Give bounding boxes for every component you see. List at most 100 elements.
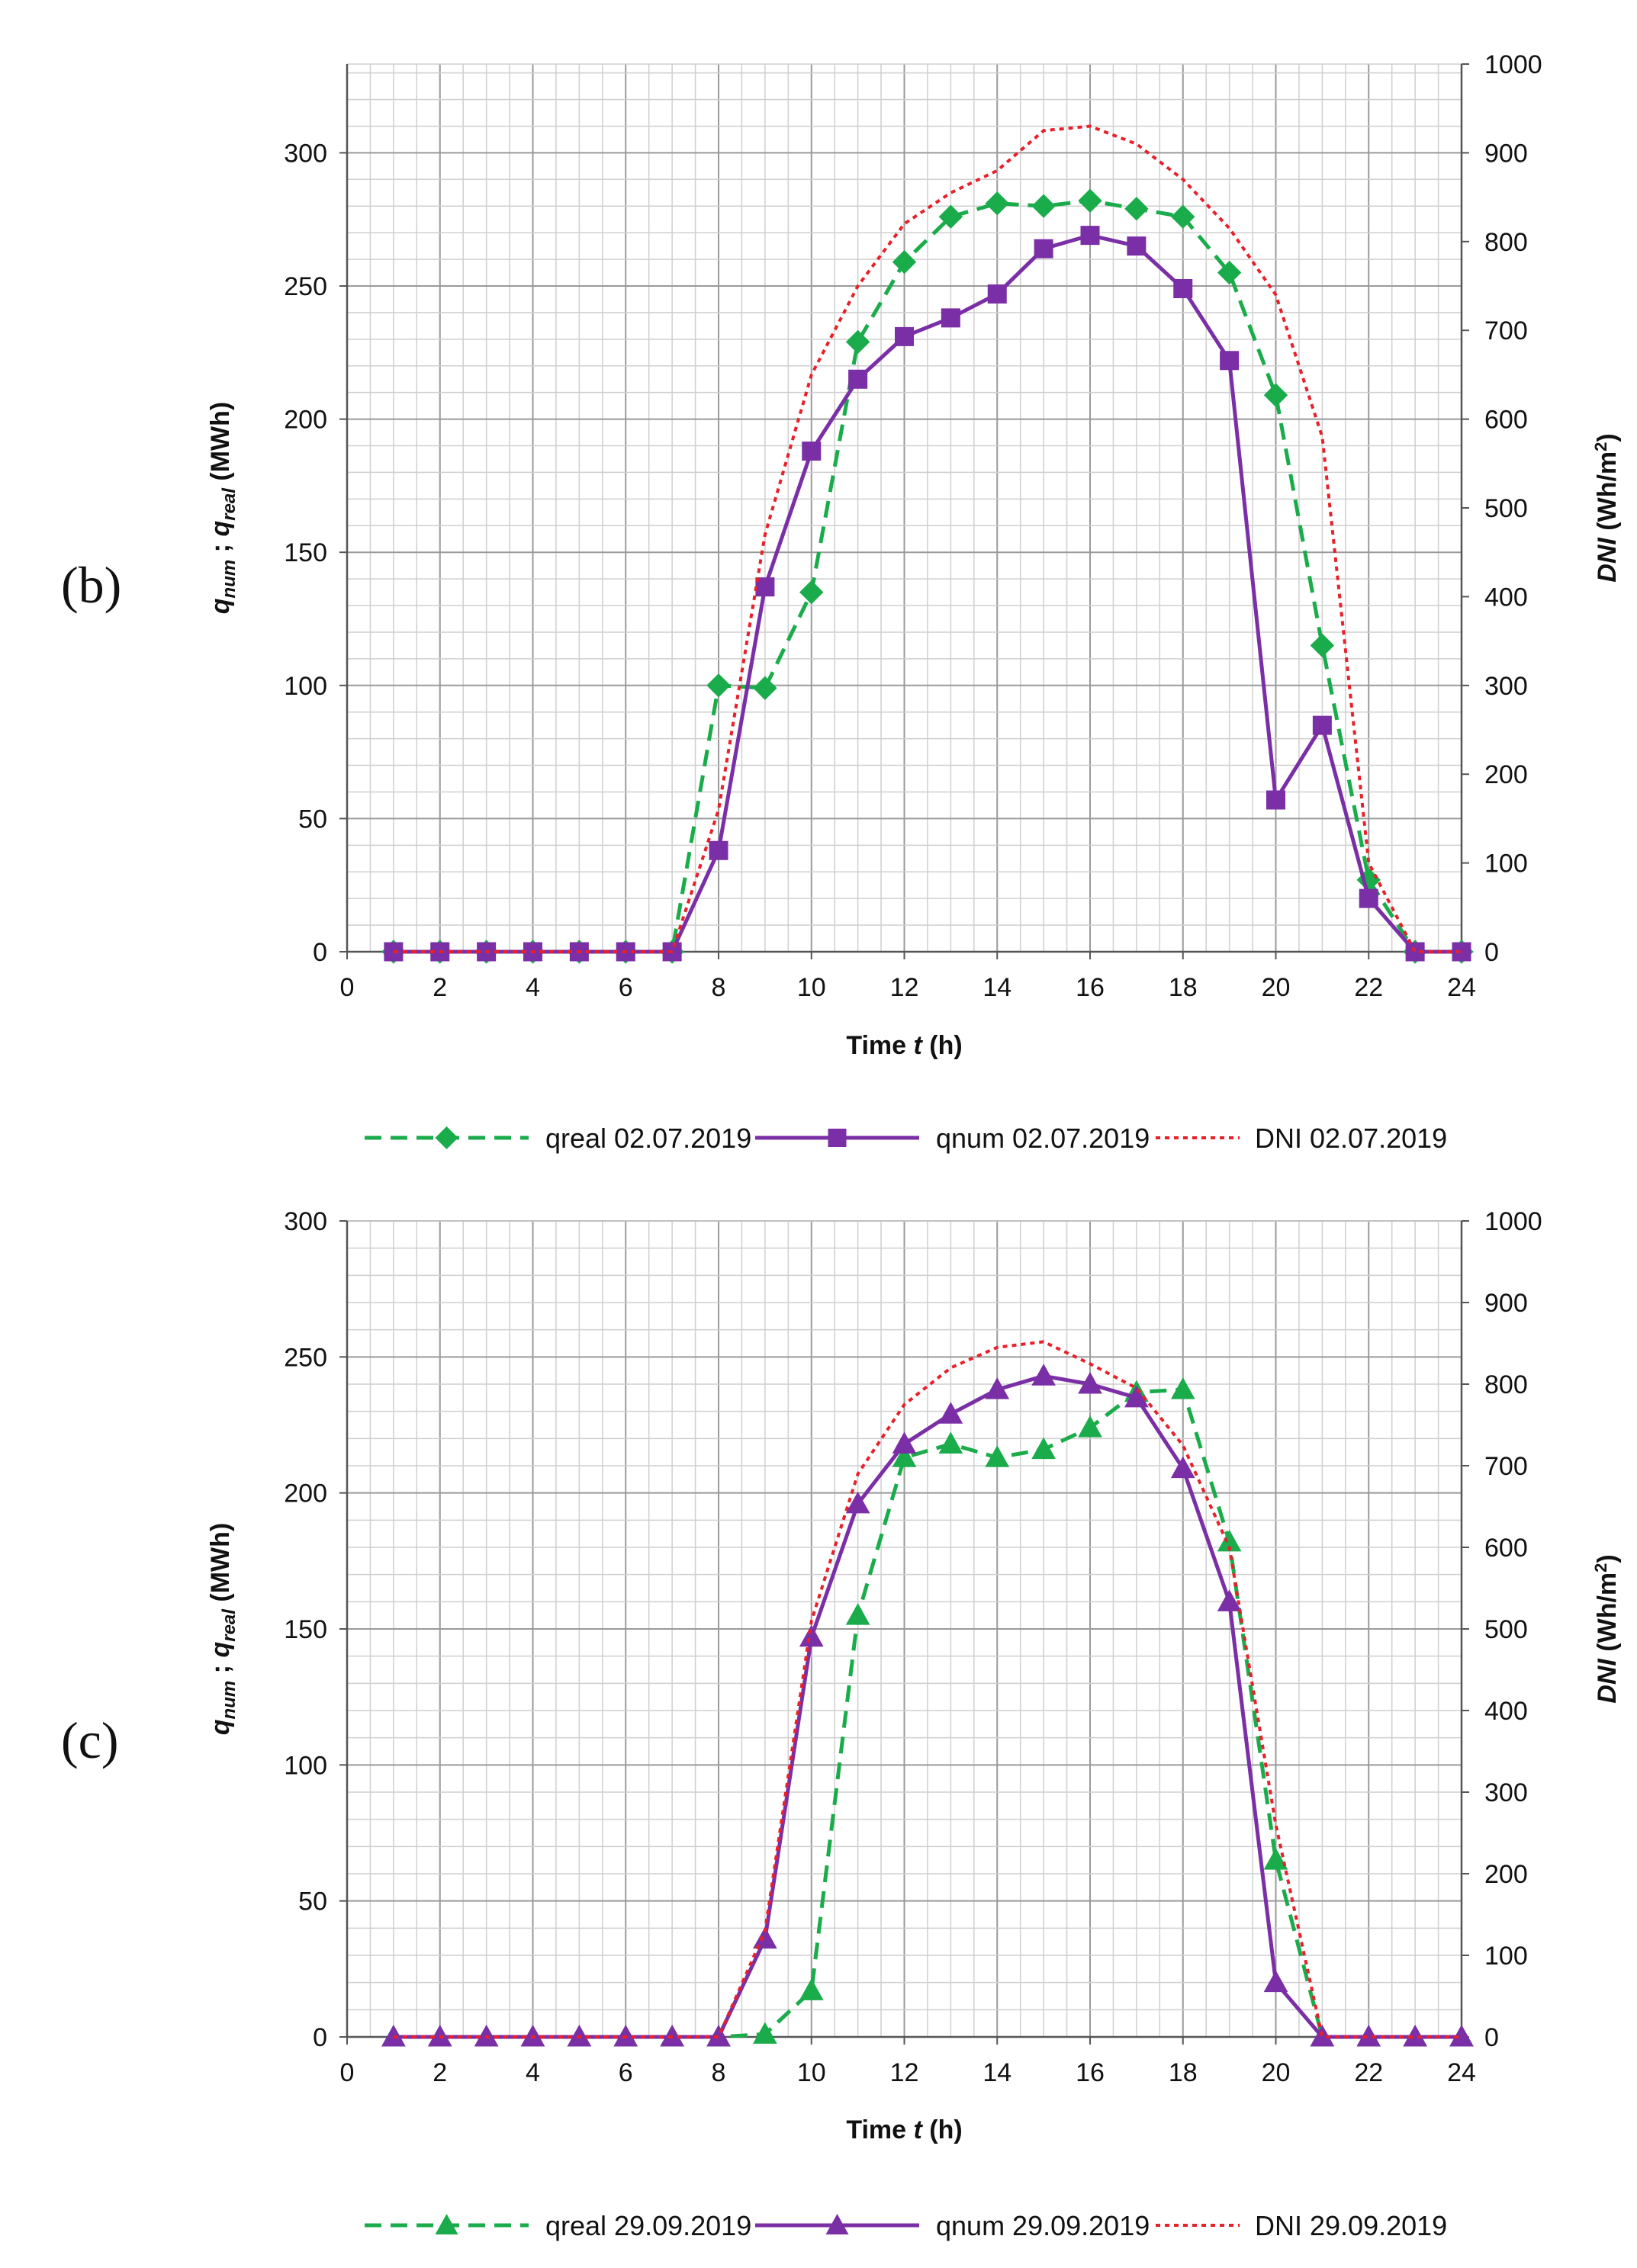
y-axis-left-label-part: q bbox=[206, 598, 235, 614]
x-tick-label: 0 bbox=[340, 973, 355, 1002]
x-tick-label: 10 bbox=[797, 2058, 826, 2087]
series-line bbox=[393, 1387, 1462, 2039]
y-axis-left-label-part: q bbox=[206, 1719, 235, 1735]
x-tick-label: 10 bbox=[797, 973, 826, 1002]
x-tick-label: 4 bbox=[526, 973, 540, 1002]
y-left-tick-label: 200 bbox=[284, 1479, 327, 1508]
y-right-tick-label: 600 bbox=[1484, 1534, 1528, 1563]
legend-label: DNI 29.09.2019 bbox=[1255, 2210, 1447, 2241]
y-left-tick-label: 0 bbox=[313, 938, 327, 967]
legend-label: qnum 02.07.2019 bbox=[936, 1123, 1150, 1154]
y-left-tick-label: 150 bbox=[284, 538, 327, 567]
data-point bbox=[381, 2024, 406, 2047]
data-point bbox=[1220, 351, 1240, 371]
y-right-tick-label: 400 bbox=[1484, 583, 1528, 612]
x-axis-label-part: (h) bbox=[922, 2115, 963, 2144]
data-point bbox=[845, 1491, 870, 1514]
y-axis-right-label: DNI (Wh/m2) bbox=[1591, 1554, 1622, 1703]
y-right-tick-label: 500 bbox=[1484, 1615, 1528, 1644]
series-DNI bbox=[393, 124, 1462, 953]
y-right-tick-label: 800 bbox=[1484, 1370, 1528, 1399]
legend-marker bbox=[828, 1129, 847, 1147]
x-tick-label: 12 bbox=[890, 973, 919, 1002]
data-point bbox=[1124, 197, 1149, 221]
x-axis-label-part: Time bbox=[846, 2115, 913, 2144]
data-point bbox=[848, 369, 868, 389]
y-right-tick-label: 1000 bbox=[1484, 50, 1542, 79]
y-right-tick-label: 400 bbox=[1484, 1697, 1528, 1726]
y-axis-left-label: qnum ; qreal (MWh) bbox=[206, 402, 240, 614]
y-left-tick-label: 0 bbox=[313, 2023, 327, 2052]
data-point bbox=[1359, 888, 1378, 908]
data-point bbox=[892, 1445, 917, 1467]
y-right-tick-label: 200 bbox=[1484, 1860, 1528, 1889]
y-right-tick-label: 300 bbox=[1484, 1778, 1528, 1807]
data-point bbox=[709, 840, 728, 860]
data-point bbox=[938, 1402, 963, 1424]
panel-tag: (b) bbox=[61, 556, 121, 614]
y-right-tick-label: 900 bbox=[1484, 1289, 1528, 1318]
y-left-tick-label: 200 bbox=[284, 406, 327, 435]
data-point bbox=[1080, 226, 1100, 246]
data-point bbox=[938, 1431, 963, 1454]
data-point bbox=[845, 329, 870, 355]
data-point bbox=[985, 1445, 1010, 1467]
data-point bbox=[1217, 1529, 1242, 1552]
x-tick-label: 18 bbox=[1169, 973, 1198, 1002]
y-axis-left-label: qnum ; qreal (MWh) bbox=[206, 1523, 240, 1735]
y-right-tick-label: 600 bbox=[1484, 406, 1528, 435]
data-point bbox=[384, 942, 404, 962]
y-axis-left-label-part: ; bbox=[206, 1658, 235, 1681]
data-point bbox=[1078, 1371, 1102, 1394]
y-axis-left-label-part: ; bbox=[206, 537, 235, 560]
x-tick-label: 12 bbox=[890, 2058, 919, 2087]
x-axis-label-part: t bbox=[914, 2115, 924, 2144]
data-point bbox=[1034, 239, 1053, 259]
y-left-tick-label: 100 bbox=[284, 1751, 327, 1780]
data-point bbox=[985, 1377, 1010, 1399]
y-right-tick-label: 900 bbox=[1484, 139, 1528, 168]
data-point bbox=[1031, 1364, 1056, 1386]
series-DNI bbox=[393, 1340, 1462, 2038]
y-axis-left-label-part: q bbox=[206, 521, 235, 537]
x-tick-label: 8 bbox=[712, 2058, 726, 2087]
grid bbox=[346, 63, 1462, 952]
data-point bbox=[1263, 1848, 1288, 1870]
y-axis-left-label-part: (MWh) bbox=[206, 1523, 235, 1609]
data-point bbox=[895, 326, 914, 346]
data-point bbox=[892, 1431, 917, 1454]
y-axis-left-label-part: num bbox=[219, 560, 240, 599]
x-tick-label: 14 bbox=[983, 2058, 1011, 2087]
x-tick-label: 2 bbox=[433, 2058, 447, 2087]
chart-panel-c: (c)0 2 4 6 8 10 12 14 16 18 20 22 240501001502002503… bbox=[61, 1207, 1622, 2241]
data-point bbox=[1124, 1385, 1149, 1408]
data-point bbox=[753, 2022, 777, 2044]
y-axis-left-label-part: num bbox=[219, 1681, 240, 1720]
legend-label: qreal 02.07.2019 bbox=[545, 1123, 751, 1154]
data-point bbox=[1217, 260, 1242, 285]
chart-panel-b: (b)0 2 4 6 8 10 12 14 16 18 20 22 240501001502002503… bbox=[61, 50, 1622, 1154]
legend-label: DNI 02.07.2019 bbox=[1255, 1123, 1447, 1154]
data-point bbox=[1170, 1456, 1195, 1479]
y-right-tick-label: 800 bbox=[1484, 228, 1528, 257]
y-axis-right-label-part: DNI bbox=[1593, 537, 1622, 583]
legend: qreal 02.07.2019 qnum 02.07.2019 DNI 02.07… bbox=[365, 1123, 1447, 1154]
data-point bbox=[1452, 942, 1471, 962]
data-point bbox=[1217, 1589, 1242, 1611]
data-point bbox=[1078, 188, 1102, 213]
data-point bbox=[1405, 942, 1425, 962]
data-point bbox=[1127, 236, 1147, 256]
data-point bbox=[892, 249, 917, 275]
data-point bbox=[1173, 278, 1193, 298]
data-point bbox=[753, 1926, 777, 1949]
legend-marker bbox=[825, 2214, 849, 2234]
y-right-tick-label: 300 bbox=[1484, 672, 1528, 701]
data-point bbox=[799, 580, 824, 605]
data-point bbox=[1312, 715, 1332, 735]
data-point bbox=[802, 441, 822, 461]
y-left-tick-label: 100 bbox=[284, 672, 327, 701]
data-point bbox=[1031, 194, 1056, 218]
x-tick-label: 20 bbox=[1262, 973, 1291, 1002]
y-right-tick-label: 700 bbox=[1484, 1452, 1528, 1481]
